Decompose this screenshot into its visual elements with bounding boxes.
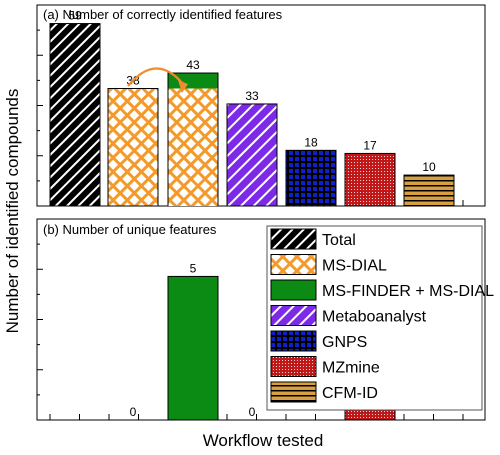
legend-swatch xyxy=(270,381,317,403)
legend-label: MZmine xyxy=(322,360,380,377)
legend-label: CFM-ID xyxy=(322,385,378,402)
panel-b-data-label: 0 xyxy=(249,405,256,419)
panel-a-data-label: 43 xyxy=(186,58,200,72)
legend-swatch xyxy=(270,305,317,326)
x-axis-title: Workflow tested xyxy=(203,431,324,450)
legend-items: Total MS-DIAL MS-FINDER + MS-DIAL Metaboana… xyxy=(270,228,494,403)
panel-a-title: (a) Number of correctly identified featu… xyxy=(43,7,283,22)
legend-label: MS-FINDER + MS-DIAL xyxy=(322,283,494,300)
curved-arrow-head xyxy=(178,80,188,93)
legend-label: MS-DIAL xyxy=(322,258,387,275)
panel-a-bar-ms-dial xyxy=(107,87,159,207)
legend-swatch xyxy=(270,254,317,275)
legend-label: GNPS xyxy=(322,334,367,351)
curved-arrow-path xyxy=(127,67,184,87)
legend-swatch xyxy=(270,330,317,352)
legend-swatch xyxy=(270,356,317,377)
panel-a-bars xyxy=(49,23,455,207)
legend-swatch xyxy=(270,228,317,250)
panel-a-data-label: 33 xyxy=(245,89,259,103)
legend-label: Total xyxy=(322,232,356,249)
panel-a-data-label: 17 xyxy=(363,138,377,152)
legend: Total MS-DIAL MS-FINDER + MS-DIAL Metaboana… xyxy=(266,225,494,411)
panel-b-data-label: 0 xyxy=(130,405,137,419)
panel-b-title: (b) Number of unique features xyxy=(43,222,217,237)
panel-a-bar-mzmine xyxy=(344,152,396,207)
legend-swatch xyxy=(270,279,317,301)
panel-a-bar-cfm-id xyxy=(403,174,455,207)
panel-a-data-label: 10 xyxy=(422,160,436,174)
panel-a-bar-metaboanalyst xyxy=(226,103,278,207)
y-axis-title: Number of identified compounds xyxy=(3,89,22,334)
panel-b-data-label: 5 xyxy=(190,261,197,275)
curved-arrow-annotation xyxy=(127,67,188,93)
bar-ms-finder-ms-dial-overlay xyxy=(168,88,218,206)
panel-a-data-label: 59 xyxy=(68,9,82,23)
legend-label: Metaboanalyst xyxy=(322,309,427,326)
panel-a-data-label: 18 xyxy=(304,135,318,149)
panel-a-bar-total xyxy=(49,23,101,207)
panel-a-bar-gnps xyxy=(285,149,337,207)
panel-b-bar-ms-finder-ms-dial xyxy=(167,275,219,421)
